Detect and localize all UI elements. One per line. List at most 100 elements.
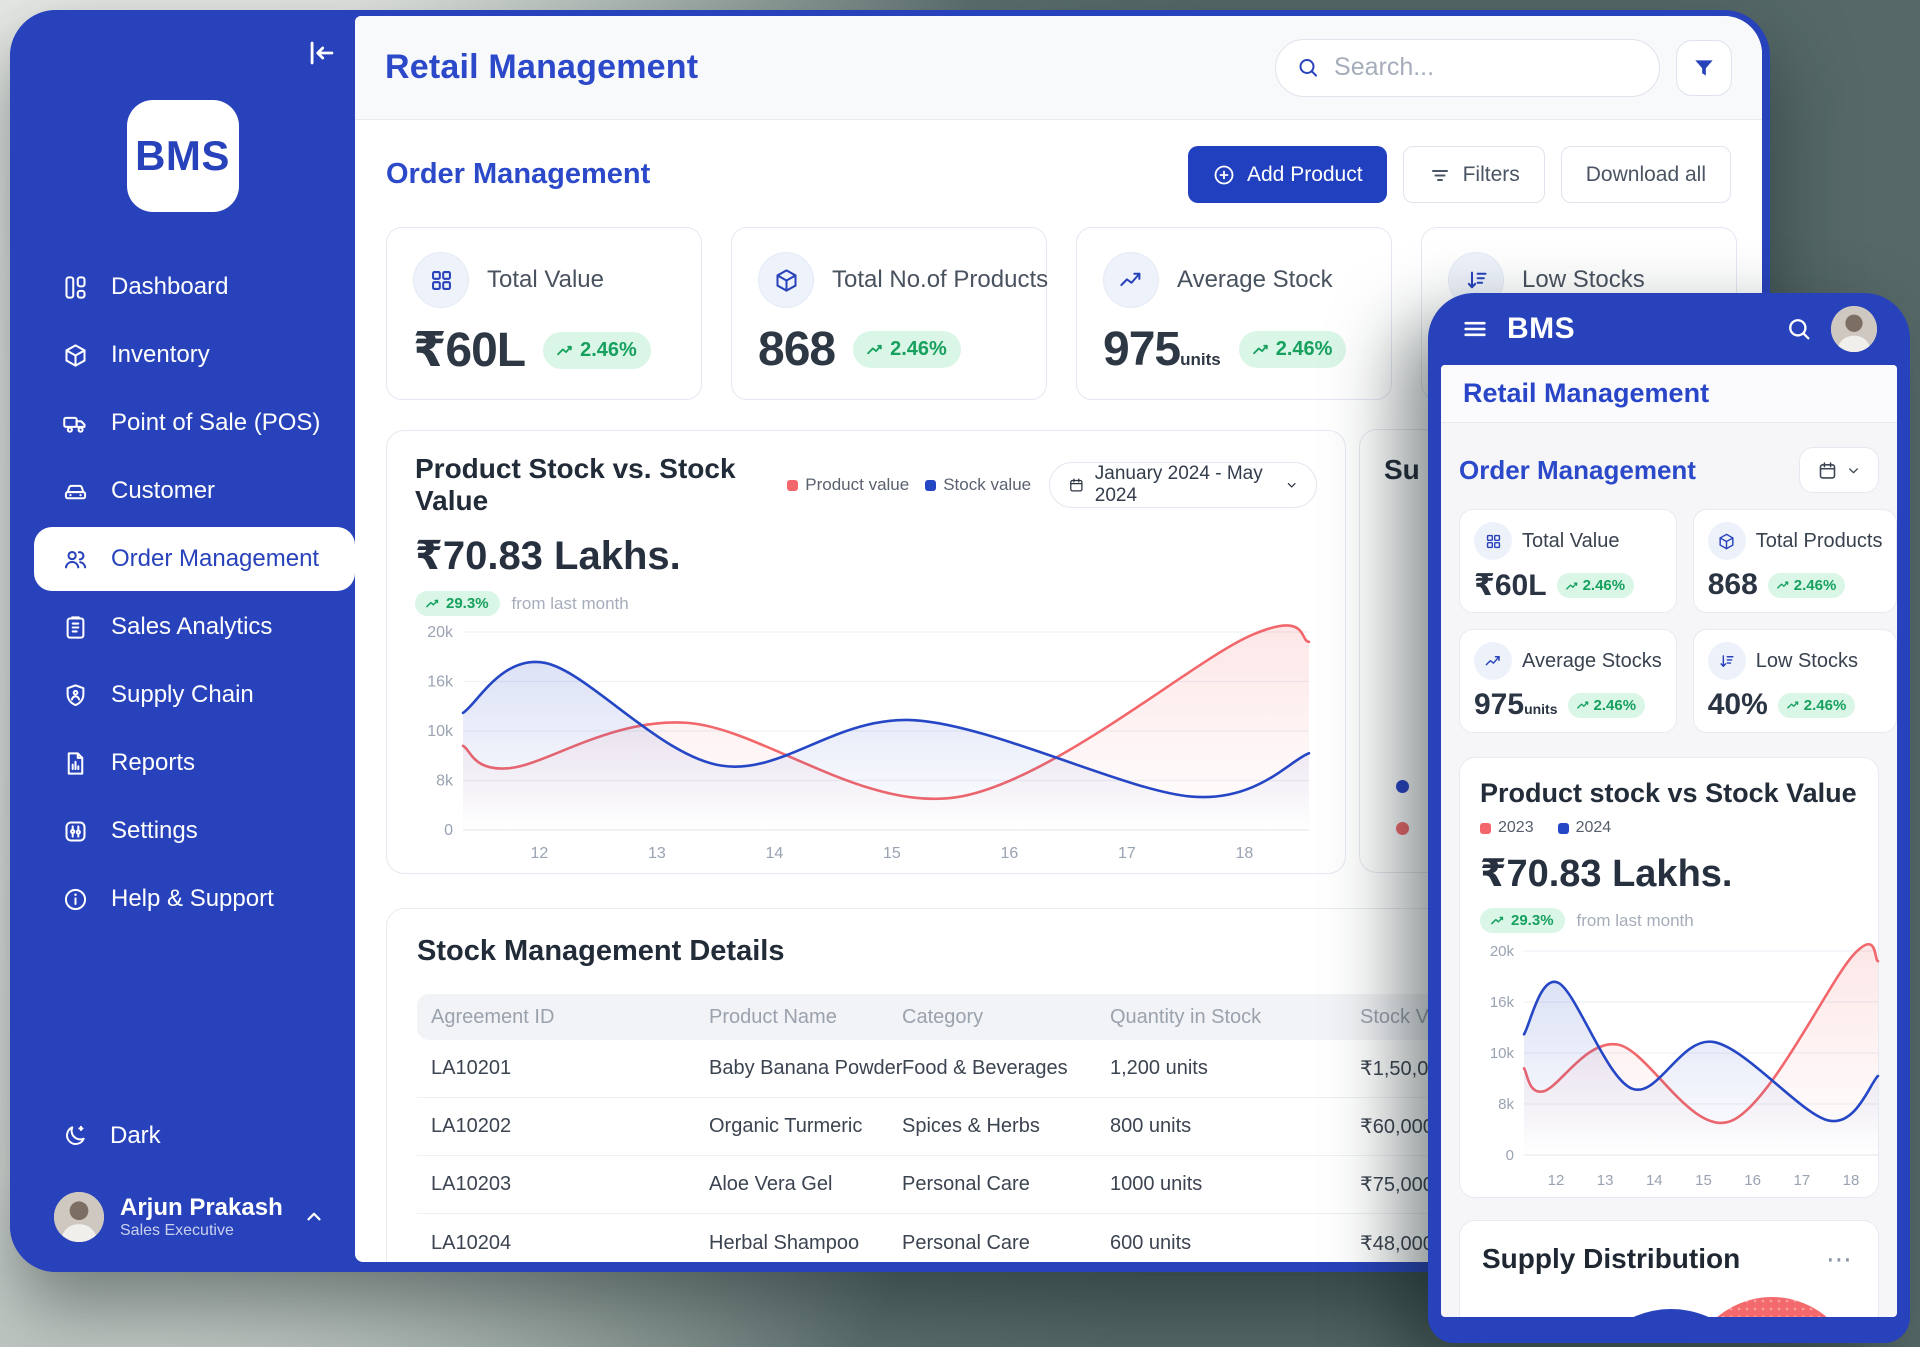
download-all-button[interactable]: Download all xyxy=(1560,146,1731,203)
main-line-chart: 0 8k 10k 16k 20k 12 13 14 15 16 17 18 xyxy=(427,624,1311,862)
stat-value: 975units xyxy=(1103,323,1221,376)
search-bar[interactable] xyxy=(1275,38,1660,97)
delta-badge: 2.46% xyxy=(1567,692,1646,718)
svg-text:20k: 20k xyxy=(1490,943,1515,960)
svg-text:18: 18 xyxy=(1843,1172,1860,1189)
cube-icon xyxy=(62,342,89,369)
stat-label: Average Stock xyxy=(1177,266,1333,293)
avatar[interactable] xyxy=(1831,306,1877,352)
legend-item-stock-value: Stock value xyxy=(925,475,1031,495)
add-product-button[interactable]: Add Product xyxy=(1188,146,1387,203)
page-title: Retail Management xyxy=(385,48,699,86)
table-cell: Spices & Herbs xyxy=(902,1115,1040,1137)
table-cell: Food & Beverages xyxy=(902,1057,1068,1079)
sidebar-item-label: Dashboard xyxy=(111,273,229,300)
sidebar-item-inventory[interactable]: Inventory xyxy=(10,321,355,389)
sidebar-item-label: Sales Analytics xyxy=(111,613,273,640)
chart-big-value: ₹70.83 Lakhs. xyxy=(415,534,681,578)
legend-item-2023: 2023 xyxy=(1480,819,1534,837)
svg-text:0: 0 xyxy=(1506,1147,1514,1164)
sidebar-nav: Dashboard Inventory Point of Sale (POS) Cus… xyxy=(10,253,355,933)
table-cell: 1,200 units xyxy=(1110,1057,1208,1079)
sidebar-item-point-of-sale-pos[interactable]: Point of Sale (POS) xyxy=(10,389,355,457)
mobile-page-title: Retail Management xyxy=(1441,365,1897,423)
sliders-icon xyxy=(62,818,89,845)
svg-text:16: 16 xyxy=(1000,845,1018,862)
chart-legend: Product value Stock value xyxy=(787,475,1031,495)
sidebar-item-label: Order Management xyxy=(111,545,320,572)
bms-logo: BMS xyxy=(126,100,239,212)
stat-card-total-no-of-products: Total No.of Products 868 2.46% xyxy=(731,227,1048,400)
stat-icon-circle xyxy=(758,252,814,308)
filter-lines-icon xyxy=(1428,163,1452,187)
supply-side-title: Su xyxy=(1384,454,1420,485)
table-cell: ₹60,000 xyxy=(1360,1116,1434,1138)
trend-up-icon xyxy=(557,344,574,357)
legend-item xyxy=(1396,780,1409,793)
trend-icon xyxy=(1484,652,1503,671)
svg-text:17: 17 xyxy=(1118,845,1136,862)
table-cell: LA10203 xyxy=(431,1173,512,1195)
sidebar-item-reports[interactable]: Reports xyxy=(10,729,355,797)
sidebar: BMS Dashboard Inventory Point of Sale (POS… xyxy=(10,10,355,1272)
mobile-stat-card-total-value: Total Value ₹60L 2.46% xyxy=(1459,509,1677,613)
theme-toggle-dark[interactable]: Dark xyxy=(10,1106,355,1166)
mobile-chart-title: Product stock vs Stock Value xyxy=(1480,778,1857,808)
stat-icon-circle xyxy=(1474,522,1512,560)
mobile-date-select[interactable] xyxy=(1799,447,1879,493)
supply-distribution-title: Supply Distribution xyxy=(1482,1243,1741,1274)
filters-button[interactable]: Filters xyxy=(1402,146,1545,203)
sidebar-item-label: Help & Support xyxy=(111,885,274,912)
car-icon xyxy=(62,478,89,505)
svg-text:17: 17 xyxy=(1793,1172,1810,1189)
svg-text:16k: 16k xyxy=(427,674,454,691)
stat-value: ₹60L xyxy=(413,324,526,377)
grid4-icon xyxy=(1484,532,1503,551)
column-header-quantity-in-stock: Quantity in Stock xyxy=(1110,1005,1262,1028)
cube-icon xyxy=(1717,532,1736,551)
sidebar-item-help-support[interactable]: Help & Support xyxy=(10,865,355,933)
avatar xyxy=(54,1192,104,1242)
trend-up-icon xyxy=(1565,581,1579,591)
table-row: LA10202 Organic Turmeric Spices & Herbs 800… xyxy=(417,1098,1707,1156)
sidebar-item-label: Point of Sale (POS) xyxy=(111,409,321,436)
chevron-up-icon[interactable] xyxy=(303,1206,325,1228)
date-range-select[interactable]: January 2024 - May 2024 xyxy=(1049,462,1317,508)
delta-badge: 2.46% xyxy=(1238,331,1347,368)
calendar-icon xyxy=(1817,460,1838,481)
filter-button[interactable] xyxy=(1676,39,1732,96)
sidebar-item-order-management[interactable]: Order Management xyxy=(34,527,355,591)
table-cell: Personal Care xyxy=(902,1231,1030,1254)
legend-dot xyxy=(1396,780,1409,793)
svg-text:8k: 8k xyxy=(436,773,454,790)
svg-text:13: 13 xyxy=(648,845,666,862)
search-icon[interactable] xyxy=(1785,315,1813,343)
stat-label: Low Stocks xyxy=(1755,649,1858,672)
legend-item-product-value: Product value xyxy=(787,475,909,495)
hamburger-menu-icon[interactable] xyxy=(1461,315,1489,343)
more-menu-icon[interactable]: ⋯ xyxy=(1826,1243,1856,1274)
table-cell: ₹48,000 xyxy=(1360,1232,1434,1255)
table-cell: 1000 units xyxy=(1110,1173,1203,1195)
sidebar-item-sales-analytics[interactable]: Sales Analytics xyxy=(10,593,355,661)
sidebar-item-customer[interactable]: Customer xyxy=(10,457,355,525)
legend-item-2024: 2024 xyxy=(1557,819,1611,837)
legend-dot xyxy=(1396,822,1409,835)
svg-text:16k: 16k xyxy=(1490,994,1515,1011)
mobile-stat-card-low-stocks: Low Stocks 40% 2.46% xyxy=(1692,629,1897,733)
sidebar-item-settings[interactable]: Settings xyxy=(10,797,355,865)
table-cell: ₹1,50,000 xyxy=(1360,1058,1451,1080)
mobile-preview: BMS Retail Management Order Management T… xyxy=(1428,293,1910,1343)
sidebar-item-dashboard[interactable]: Dashboard xyxy=(10,253,355,321)
stat-icon-circle xyxy=(413,252,469,308)
user-profile[interactable]: Arjun Prakash Sales Executive xyxy=(10,1166,355,1242)
chart-delta-badge: 29.3% xyxy=(415,591,500,616)
collapse-sidebar-icon[interactable] xyxy=(305,36,339,70)
table-cell: Baby Banana Powder xyxy=(709,1057,903,1079)
mobile-line-chart: 0 8k 10k 16k 20k 12 13 14 15 16 17 18 xyxy=(1490,943,1880,1189)
search-input[interactable] xyxy=(1334,53,1639,82)
stat-value: 868 xyxy=(758,323,836,376)
sidebar-item-supply-chain[interactable]: Supply Chain xyxy=(10,661,355,729)
sortdesc-icon xyxy=(1463,267,1490,294)
search-icon xyxy=(1296,54,1320,81)
